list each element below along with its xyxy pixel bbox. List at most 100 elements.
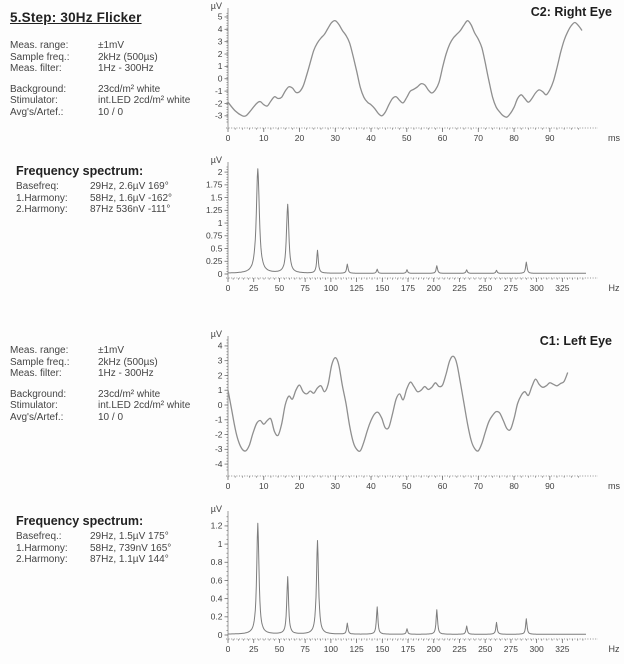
svg-text:Hz: Hz — [609, 283, 620, 293]
param-value: 2kHz (500µs) — [98, 51, 158, 63]
param-row: Meas. filter: 1Hz - 300Hz — [10, 368, 190, 380]
param-label: Avg's/Artef.: — [10, 411, 64, 423]
svg-text:ms: ms — [608, 133, 620, 143]
svg-text:250: 250 — [478, 283, 492, 293]
svg-text:250: 250 — [478, 644, 492, 654]
param-value: ±1mV — [98, 345, 125, 356]
svg-text:1.5: 1.5 — [211, 192, 223, 202]
svg-text:70: 70 — [474, 133, 484, 143]
measurement-params-left: Meas. range: ±1mV Sample freq.: 2kHz (50… — [10, 345, 190, 423]
param-label: Avg's/Artef.: — [10, 106, 64, 118]
param-row: Sample freq.: 2kHz (500µs) — [10, 52, 190, 64]
frequency-spectrum-heading: Frequency spectrum: — [16, 164, 144, 178]
svg-text:0: 0 — [218, 400, 223, 410]
svg-text:-1: -1 — [215, 86, 223, 96]
param-value: int.LED 2cd/m² white — [98, 95, 191, 106]
param-row: Stimulator: int.LED 2cd/m² white — [10, 95, 190, 107]
svg-text:60: 60 — [438, 481, 448, 491]
svg-text:225: 225 — [452, 644, 466, 654]
svg-text:-3: -3 — [215, 111, 223, 121]
param-label: Meas. filter: — [10, 63, 62, 74]
param-label: Stimulator: — [10, 95, 58, 106]
svg-text:µV: µV — [211, 329, 222, 339]
frequency-spectrum-text-right: Frequency spectrum: Basefreq: 29Hz, 2.6µ… — [16, 164, 172, 216]
svg-text:50: 50 — [275, 283, 285, 293]
svg-text:-3: -3 — [215, 444, 223, 454]
param-label: Meas. filter: — [10, 368, 62, 379]
svg-text:0.8: 0.8 — [211, 557, 223, 567]
svg-text:80: 80 — [509, 133, 519, 143]
param-row: Sample freq.: 2kHz (500µs) — [10, 357, 190, 369]
param-value: 1Hz - 300Hz — [98, 63, 154, 74]
svg-text:100: 100 — [324, 283, 338, 293]
param-value: ±1mV — [98, 40, 125, 51]
waveform-chart-right-eye: 5 4 3 2 1 0 -1 -2 -3 µV 0 10 20 30 40 50 60 70 80 90 ms — [202, 0, 622, 152]
svg-text:1: 1 — [218, 218, 223, 228]
param-label: Sample freq.: — [10, 356, 70, 368]
param-row: Meas. range: ±1mV — [10, 40, 190, 52]
svg-text:1.75: 1.75 — [206, 180, 223, 190]
svg-text:µV: µV — [211, 1, 222, 11]
frequency-spectrum-text-left: Frequency spectrum: Basefreq.: 29Hz, 1.5… — [16, 514, 171, 566]
spectrum-row: Basefreq.: 29Hz, 1.5µV 175° — [16, 531, 171, 543]
spectrum-label: Basefreq.: — [16, 531, 62, 542]
svg-text:90: 90 — [545, 133, 555, 143]
svg-text:175: 175 — [401, 283, 415, 293]
svg-text:325: 325 — [555, 283, 569, 293]
svg-text:4: 4 — [218, 341, 223, 351]
svg-text:60: 60 — [438, 133, 448, 143]
channel-label-left-eye: C1: Left Eye — [539, 334, 612, 348]
svg-text:2: 2 — [218, 370, 223, 380]
param-label: Background: — [10, 83, 67, 95]
svg-text:20: 20 — [295, 133, 305, 143]
svg-text:25: 25 — [249, 283, 259, 293]
spectrum-row: Basefreq: 29Hz, 2.6µV 169° — [16, 181, 172, 193]
svg-text:0: 0 — [218, 269, 223, 279]
svg-text:40: 40 — [366, 133, 376, 143]
spectrum-row: 1.Harmony: 58Hz, 739nV 165° — [16, 543, 171, 555]
svg-text:90: 90 — [545, 481, 555, 491]
spectrum-label: Basefreq: — [16, 181, 59, 192]
svg-text:40: 40 — [366, 481, 376, 491]
svg-text:0: 0 — [226, 481, 231, 491]
svg-text:1.25: 1.25 — [206, 205, 223, 215]
svg-text:µV: µV — [211, 504, 222, 514]
spectrum-label: 2.Harmony: — [16, 554, 68, 565]
svg-text:25: 25 — [249, 644, 259, 654]
spectrum-value: 29Hz, 2.6µV 169° — [90, 181, 169, 192]
svg-text:0: 0 — [226, 133, 231, 143]
param-value: 2kHz (500µs) — [98, 356, 158, 368]
param-label: Stimulator: — [10, 400, 58, 411]
svg-text:300: 300 — [530, 644, 544, 654]
param-row: Background: 23cd/m² white — [10, 389, 190, 401]
spectrum-value: 29Hz, 1.5µV 175° — [90, 531, 169, 542]
spectrum-value: 58Hz, 739nV 165° — [90, 542, 172, 554]
param-row: Avg's/Artef.: 10 / 0 — [10, 107, 190, 119]
svg-text:2: 2 — [218, 49, 223, 59]
svg-text:0: 0 — [218, 630, 223, 640]
svg-text:300: 300 — [530, 283, 544, 293]
svg-text:Hz: Hz — [609, 644, 620, 654]
param-value: 1Hz - 300Hz — [98, 368, 154, 379]
svg-text:200: 200 — [427, 283, 441, 293]
svg-text:70: 70 — [474, 481, 484, 491]
spectrum-value: 87Hz 536nV -111° — [90, 204, 171, 215]
spectrum-row: 2.Harmony: 87Hz, 1.1µV 144° — [16, 554, 171, 566]
svg-text:50: 50 — [402, 481, 412, 491]
param-label: Background: — [10, 388, 67, 400]
svg-text:225: 225 — [452, 283, 466, 293]
spectrum-value: 87Hz, 1.1µV 144° — [90, 554, 169, 565]
param-row: Stimulator: int.LED 2cd/m² white — [10, 400, 190, 412]
svg-text:20: 20 — [295, 481, 305, 491]
param-value: 23cd/m² white — [98, 83, 161, 95]
svg-text:80: 80 — [509, 481, 519, 491]
svg-text:0.2: 0.2 — [211, 612, 223, 622]
param-value: 10 / 0 — [98, 106, 124, 118]
svg-text:325: 325 — [555, 644, 569, 654]
svg-text:10: 10 — [259, 481, 269, 491]
svg-text:150: 150 — [375, 644, 389, 654]
param-row: Meas. filter: 1Hz - 300Hz — [10, 63, 190, 75]
svg-text:75: 75 — [300, 283, 310, 293]
svg-text:0: 0 — [226, 644, 231, 654]
svg-text:125: 125 — [349, 283, 363, 293]
